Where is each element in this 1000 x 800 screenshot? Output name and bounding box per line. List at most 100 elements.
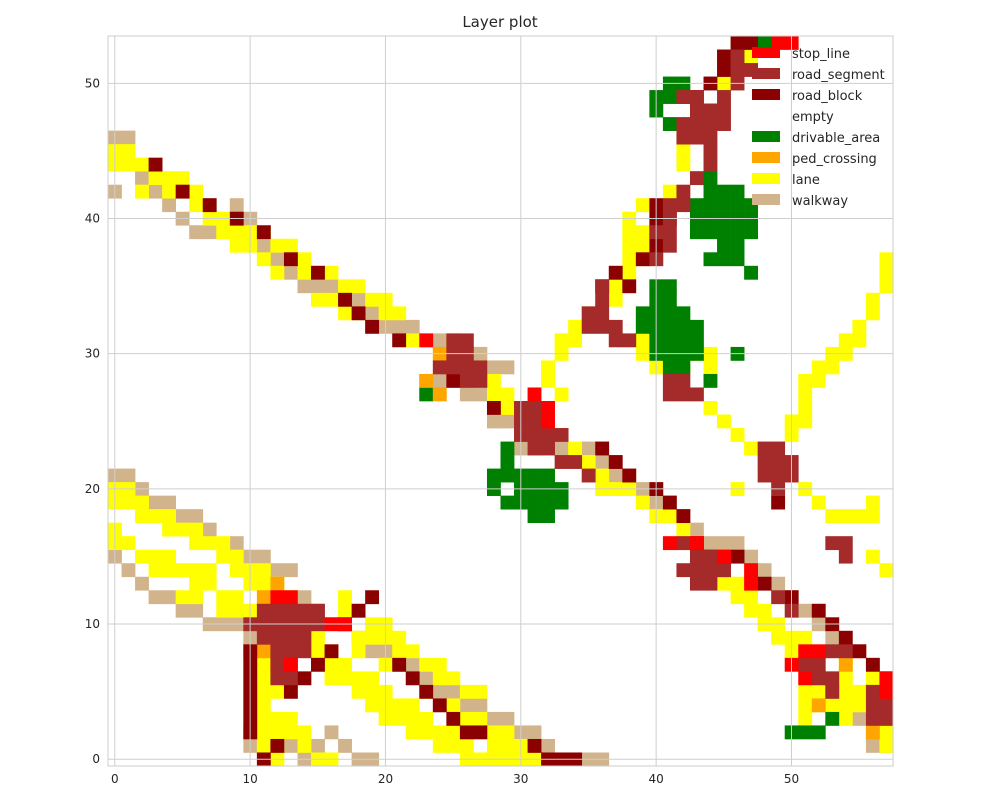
cell-stop-line: [798, 644, 813, 659]
cell-lane: [825, 360, 840, 375]
cell-drivable-area: [527, 495, 542, 510]
cell-lane: [852, 333, 867, 348]
cell-lane: [311, 630, 325, 645]
cell-lane: [838, 333, 853, 348]
cell-drivable-area: [798, 725, 813, 740]
cell-lane: [879, 563, 894, 578]
cell-lane: [283, 725, 298, 740]
cell-lane: [622, 252, 637, 267]
cell-road-segment: [757, 455, 772, 469]
cell-lane: [405, 644, 420, 659]
cell-ped-crossing: [865, 725, 880, 740]
cell-walkway: [486, 711, 501, 726]
cell-walkway: [405, 319, 420, 334]
cell-lane: [365, 671, 380, 686]
cell-road-segment: [662, 387, 677, 402]
cell-lane: [811, 360, 826, 375]
cell-lane: [216, 225, 231, 240]
legend-swatch-ped-crossing: [752, 152, 780, 163]
cell-lane: [865, 495, 880, 510]
y-axis-ticks: 0 10 20 30 40 50: [85, 76, 100, 766]
cell-stop-line: [662, 536, 677, 551]
cell-stop-line: [283, 590, 298, 605]
cell-drivable-area: [757, 36, 772, 50]
cell-walkway: [135, 171, 149, 186]
cell-lane: [432, 671, 447, 686]
cell-lane: [121, 144, 136, 159]
cell-drivable-area: [703, 373, 718, 388]
cell-lane: [432, 738, 447, 753]
cell-drivable-area: [500, 441, 515, 456]
cell-lane: [324, 292, 339, 307]
cell-lane: [838, 671, 853, 686]
cell-lane: [419, 711, 434, 726]
cell-road-block: [771, 495, 786, 510]
cell-walkway: [189, 509, 204, 524]
cell-road-block: [446, 373, 461, 388]
cell-walkway: [270, 252, 285, 267]
cell-drivable-area: [730, 184, 745, 199]
cell-drivable-area: [541, 468, 555, 483]
cell-walkway: [189, 225, 204, 240]
cell-walkway: [202, 225, 217, 240]
cell-road-segment: [865, 698, 880, 713]
y-tick-label: 20: [85, 482, 100, 496]
cell-lane: [148, 549, 163, 564]
cell-walkway: [771, 576, 786, 591]
cell-walkway: [757, 563, 772, 578]
cell-walkway: [135, 576, 149, 591]
cell-lane: [162, 563, 177, 578]
cell-lane: [189, 590, 204, 605]
cell-lane: [175, 563, 190, 578]
cell-drivable-area: [500, 468, 515, 483]
cell-stop-line: [283, 657, 298, 672]
cell-drivable-area: [703, 198, 718, 213]
grid-lines: [108, 36, 893, 766]
cell-lane: [500, 387, 515, 402]
cell-lane: [486, 725, 501, 740]
chart-title: Layer plot: [462, 13, 537, 31]
cell-road-block: [283, 252, 298, 267]
cell-drivable-area: [662, 279, 677, 294]
cell-road-block: [595, 441, 610, 456]
cell-lane: [392, 630, 407, 645]
cell-road-block: [365, 590, 380, 605]
legend-label-drivable-area: drivable_area: [792, 131, 880, 146]
cell-road-block: [473, 725, 488, 740]
cell-lane: [351, 671, 366, 686]
cell-lane: [297, 738, 312, 753]
cell-lane: [744, 441, 758, 456]
cell-stop-line: [541, 401, 555, 415]
cell-lane: [202, 536, 217, 551]
cell-lane: [202, 576, 217, 591]
cell-road-segment: [676, 117, 691, 131]
cell-road-block: [283, 684, 298, 699]
cell-walkway: [486, 414, 501, 429]
cell-road-segment: [771, 441, 786, 456]
cell-road-segment: [879, 711, 894, 726]
cell-drivable-area: [717, 198, 731, 213]
cell-lane: [446, 725, 461, 740]
cell-drivable-area: [717, 184, 731, 199]
cell-lane: [608, 292, 623, 307]
cell-drivable-area: [527, 509, 542, 524]
cell-lane: [865, 549, 880, 564]
legend-label-walkway: walkway: [792, 194, 848, 209]
cell-lane: [392, 698, 407, 713]
cell-lane: [270, 725, 285, 740]
cell-lane: [459, 684, 474, 699]
cell-road-segment: [771, 455, 786, 469]
cell-lane: [879, 265, 894, 280]
legend-label-stop-line: stop_line: [792, 47, 850, 62]
cell-walkway: [121, 130, 136, 145]
cell-lane: [730, 576, 745, 591]
cell-lane: [365, 698, 380, 713]
cell-lane: [189, 576, 204, 591]
x-tick-label: 50: [784, 772, 799, 786]
cell-lane: [324, 671, 339, 686]
cell-road-segment: [608, 333, 623, 348]
cell-lane: [135, 184, 149, 199]
cell-lane: [568, 333, 583, 348]
cell-lane: [202, 563, 217, 578]
legend-label-road-segment: road_segment: [792, 68, 885, 83]
